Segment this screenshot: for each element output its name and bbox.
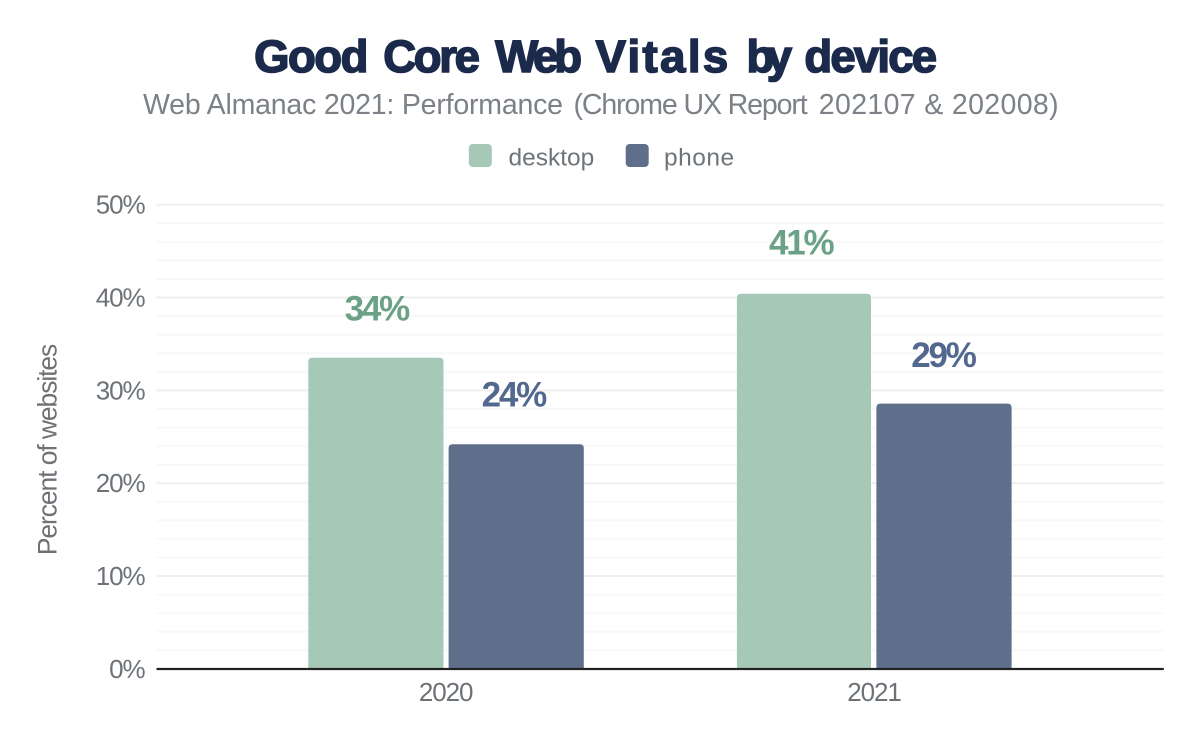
svg-text:device: device (804, 31, 935, 82)
svg-text:0%: 0% (109, 654, 145, 684)
svg-text:29%: 29% (911, 336, 977, 375)
svg-text:Web: Web (495, 31, 580, 82)
svg-text:2021: 2021 (847, 677, 901, 707)
svg-text:202107 & 202008): 202107 & 202008) (819, 89, 1059, 121)
svg-text:30%: 30% (96, 375, 146, 405)
svg-text:10%: 10% (96, 561, 146, 591)
svg-text:Web Almanac 2021: Performance: Web Almanac 2021: Performance (143, 89, 563, 121)
svg-text:34%: 34% (345, 290, 411, 329)
svg-text:desktop: desktop (509, 144, 595, 171)
svg-text:(Chrome UX Report: (Chrome UX Report (574, 89, 808, 121)
svg-text:2020: 2020 (419, 677, 473, 707)
svg-text:41%: 41% (769, 224, 835, 263)
svg-text:Core: Core (383, 31, 478, 82)
svg-text:50%: 50% (96, 190, 146, 220)
svg-text:phone: phone (664, 144, 735, 171)
svg-text:20%: 20% (96, 468, 146, 498)
svg-text:Vitals: Vitals (596, 31, 731, 82)
svg-text:Good: Good (254, 31, 367, 82)
svg-text:24%: 24% (482, 376, 548, 415)
svg-text:40%: 40% (96, 283, 146, 313)
svg-text:Percent of websites: Percent of websites (33, 344, 63, 555)
